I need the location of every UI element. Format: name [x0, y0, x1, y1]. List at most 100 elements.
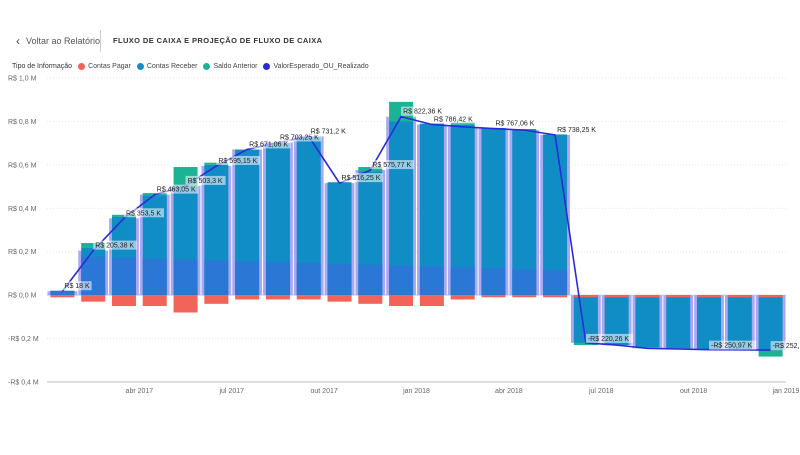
contas-receber-base-bar: [358, 264, 383, 296]
saldo-anterior-bar: [450, 122, 475, 125]
x-axis: abr 2017 jul 2017 out 2017 jan 2018 abr 2018…: [47, 381, 800, 395]
data-label-bg: [770, 341, 800, 351]
y-tick-label: -R$ 0,2 M: [8, 336, 39, 343]
contas-receber-base-bar: [419, 266, 444, 296]
data-label: R$ 767,06 K: [495, 121, 534, 128]
data-label-bg: [216, 155, 260, 165]
data-label-bg: [555, 124, 599, 134]
legend-item-contas-pagar[interactable]: Contas Pagar: [78, 62, 131, 70]
contas-pagar-bar: [358, 295, 383, 304]
x-tick-label: out 2017: [311, 388, 338, 395]
contas-receber-base-bar: [235, 261, 260, 296]
contas-receber-bar: [697, 295, 722, 350]
contas-pagar-bar: [512, 295, 537, 298]
back-to-report-button[interactable]: ‹ Voltar ao Relatório: [16, 34, 100, 48]
y-axis: -R$ 0,4 M -R$ 0,2 M R$ 0,0 M R$ 0,2 M R$ 0,4…: [8, 76, 39, 387]
contas-receber-base-bar: [204, 260, 229, 296]
legend-item-contas-receber[interactable]: Contas Receber: [136, 62, 198, 70]
contas-receber-bar: [543, 134, 568, 296]
y-tick-label: R$ 0,4 M: [8, 206, 37, 213]
contas-receber-base-bar: [481, 268, 506, 296]
contas-pagar-bar: [111, 295, 136, 306]
contas-pagar-bar: [666, 295, 691, 298]
data-label-bg: [247, 139, 291, 149]
legend-label: ValorEsperado_OU_Realizado: [273, 62, 369, 70]
contas-pagar-bar: [481, 295, 506, 298]
legend-title: Tipo de Informação: [12, 62, 73, 70]
data-label: R$ 822,36 K: [403, 109, 442, 116]
contas-pagar-bar: [543, 295, 568, 298]
back-label: Voltar ao Relatório: [26, 36, 101, 46]
x-tick-label: abr 2017: [126, 388, 154, 395]
contas-pagar-bar: [635, 295, 660, 298]
data-label-bg: [431, 114, 476, 124]
contas-receber-bar: [450, 124, 475, 296]
contas-pagar-bar: [697, 295, 722, 298]
y-tick-label: R$ 0,2 M: [8, 249, 37, 256]
data-label: -R$ 252,79 K: [773, 343, 800, 350]
contas-receber-base-bar: [450, 267, 475, 296]
contas-receber-bar: [481, 127, 506, 296]
y-tick-label: R$ 1,0 M: [8, 76, 37, 83]
data-label: R$ 463,05 K: [157, 187, 196, 194]
contas-pagar-bar: [204, 295, 229, 304]
x-tick-label: out 2018: [680, 388, 707, 395]
legend-item-valor-esperado[interactable]: ValorEsperado_OU_Realizado: [263, 62, 369, 70]
data-label-bg: [370, 160, 414, 170]
contas-receber-bar: [758, 295, 783, 351]
contas-receber-bar: [727, 295, 752, 350]
contas-receber-bar: [635, 295, 660, 348]
data-label: -R$ 220,26 K: [588, 336, 630, 343]
data-label-bg: [339, 173, 384, 183]
legend-item-saldo-anterior[interactable]: Saldo Anterior: [203, 62, 257, 70]
contas-pagar-bar: [758, 295, 783, 298]
contas-receber-base-bar: [50, 290, 75, 296]
legend-dot: [136, 62, 144, 70]
legend-dot: [78, 62, 86, 70]
contas-pagar-bar: [450, 295, 475, 300]
data-label-bg: [709, 340, 757, 350]
data-label-bg: [62, 281, 92, 291]
data-labels: R$ 18 K R$ 205,38 K R$ 353,5 K R$ 463,05 K R…: [62, 106, 800, 351]
legend-label: Contas Pagar: [88, 62, 131, 70]
contas-receber-bar: [666, 295, 691, 349]
chevron-left-icon: ‹: [16, 34, 20, 48]
chart-bars: [47, 101, 786, 357]
data-label: R$ 205,38 K: [95, 243, 134, 250]
data-label: R$ 738,25 K: [557, 127, 596, 134]
data-label: R$ 703,25 K: [280, 134, 319, 141]
contas-pagar-bar: [573, 295, 598, 298]
data-label-bg: [93, 240, 137, 250]
contas-receber-base-bar: [296, 263, 321, 296]
contas-receber-bar: [512, 129, 537, 296]
contas-pagar-bar: [265, 295, 290, 300]
contas-pagar-bar: [296, 295, 321, 300]
report-header: ‹ Voltar ao Relatório FLUXO DE CAIXA E P…: [0, 30, 800, 54]
data-label-bg: [185, 175, 226, 185]
legend-dot: [203, 62, 211, 70]
data-label-bg: [401, 106, 445, 116]
contas-receber-base-bar: [512, 269, 537, 296]
contas-pagar-bar: [50, 295, 75, 298]
page-title: FLUXO DE CAIXA E PROJEÇÃO DE FLUXO DE CA…: [113, 36, 323, 45]
x-tick-label: abr 2018: [495, 388, 523, 395]
data-label: R$ 595,15 K: [218, 158, 257, 165]
x-tick-label: jul 2018: [588, 388, 614, 395]
legend-dot: [263, 62, 271, 70]
data-label: R$ 503,3 K: [188, 178, 223, 185]
data-label-bg: [123, 208, 164, 218]
data-label: R$ 786,42 K: [434, 116, 473, 123]
contas-receber-base-bar: [265, 262, 290, 296]
saldo-anterior-bar: [573, 342, 598, 346]
legend-label: Contas Receber: [146, 62, 198, 70]
contas-pagar-bar: [604, 295, 629, 298]
y-tick-label: -R$ 0,4 M: [8, 380, 39, 387]
contas-pagar-bar: [727, 295, 752, 298]
data-label: R$ 516,25 K: [342, 175, 381, 182]
contas-pagar-bar: [173, 295, 198, 313]
header-divider: [100, 30, 101, 52]
data-label-bg: [308, 126, 349, 136]
x-tick-label: jul 2017: [218, 388, 244, 395]
contas-receber-base-bar: [173, 259, 198, 296]
data-label-bg: [585, 333, 634, 343]
